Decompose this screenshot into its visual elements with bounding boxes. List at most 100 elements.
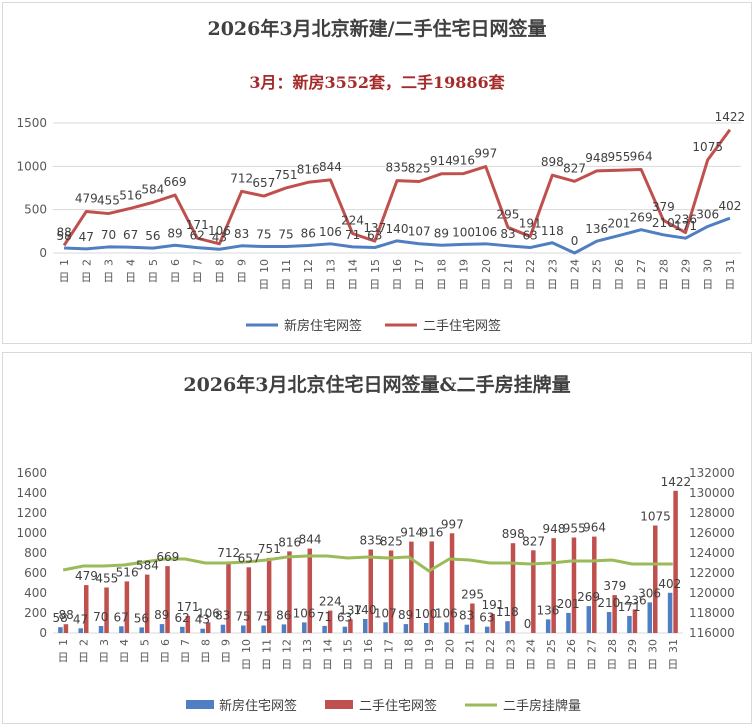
data-label-new: 210 — [597, 596, 620, 610]
svg-text:28: 28 — [657, 259, 670, 273]
y2-tick-label: 124000 — [689, 546, 735, 560]
x-tick-label: 5日 — [147, 259, 160, 284]
data-label-new: 56 — [145, 229, 160, 243]
x-tick-label: 27 日 — [635, 259, 648, 291]
bar-second — [185, 615, 191, 633]
legend-label-listing: 二手房挂牌量 — [503, 698, 581, 714]
svg-text:3: 3 — [98, 639, 111, 646]
data-label-new: 75 — [256, 610, 271, 624]
x-tick-label: 27 日 — [586, 639, 599, 671]
svg-text:日: 日 — [724, 278, 735, 291]
x-tick-label: 20 日 — [443, 639, 456, 671]
y2-tick-label: 126000 — [689, 526, 735, 540]
svg-text:日: 日 — [525, 658, 536, 671]
x-tick-label: 2日 — [80, 259, 93, 284]
bar-second — [144, 574, 150, 633]
data-label-second: 898 — [502, 527, 525, 541]
y2-tick-label: 130000 — [689, 486, 735, 500]
data-label-second: 948 — [585, 151, 608, 165]
bar-second — [592, 536, 597, 633]
data-label-new: 83 — [234, 227, 249, 241]
data-label-second: 751 — [258, 542, 281, 556]
data-label-new: 47 — [73, 612, 88, 626]
data-label-new: 107 — [408, 225, 431, 239]
svg-text:日: 日 — [436, 278, 447, 291]
data-label-second: 835 — [360, 534, 383, 548]
data-label-second: 669 — [164, 175, 187, 189]
svg-text:11: 11 — [260, 639, 273, 653]
svg-text:日: 日 — [383, 658, 394, 671]
bar-second — [490, 613, 495, 633]
data-label-new: 58 — [56, 229, 71, 243]
svg-text:日: 日 — [220, 651, 231, 664]
svg-text:10: 10 — [240, 639, 253, 653]
data-label-second: 191 — [481, 598, 504, 612]
bar-second — [266, 557, 272, 633]
svg-text:日: 日 — [658, 278, 669, 291]
svg-text:17: 17 — [413, 259, 426, 273]
data-label-new: 136 — [585, 222, 608, 236]
x-tick-label: 18 日 — [435, 259, 448, 291]
svg-text:日: 日 — [566, 658, 577, 671]
svg-text:日: 日 — [281, 658, 292, 671]
data-label-new: 0 — [524, 617, 532, 631]
x-tick-label: 20 日 — [480, 259, 493, 291]
y-tick-label: 1000 — [16, 526, 47, 540]
svg-text:日: 日 — [547, 278, 558, 291]
x-tick-label: 10 日 — [240, 639, 253, 671]
legend-swatch-second — [325, 700, 353, 709]
x-tick-label: 15 日 — [342, 639, 355, 671]
data-label-second: 827 — [563, 161, 586, 175]
bar-new — [159, 624, 165, 633]
svg-text:日: 日 — [281, 278, 292, 291]
data-label-second: 1075 — [692, 140, 723, 154]
svg-text:27: 27 — [586, 639, 599, 653]
svg-text:日: 日 — [241, 658, 252, 671]
svg-text:29: 29 — [680, 259, 693, 273]
x-tick-label: 22 日 — [524, 259, 537, 291]
svg-text:17: 17 — [382, 639, 395, 653]
svg-text:16: 16 — [391, 259, 404, 273]
bar-second — [246, 567, 252, 633]
data-label-second: 584 — [141, 182, 164, 196]
data-label-second: 844 — [319, 160, 342, 174]
bar-second — [83, 585, 89, 633]
legend-label-second: 二手住宅网签 — [423, 318, 501, 334]
data-label-second: 171 — [186, 218, 209, 232]
data-label-new: 106 — [435, 606, 458, 620]
data-label-new: 106 — [319, 225, 342, 239]
bar-new — [200, 628, 205, 633]
bar-new — [78, 628, 83, 633]
svg-text:日: 日 — [484, 658, 495, 671]
data-label-second: 1422 — [715, 110, 746, 124]
y-tick-label: 0 — [39, 246, 47, 260]
data-label-second: 914 — [400, 526, 423, 540]
svg-text:18: 18 — [403, 639, 416, 653]
data-label-second: 236 — [624, 593, 647, 607]
svg-text:日: 日 — [627, 658, 638, 671]
data-label-new: 67 — [113, 610, 128, 624]
svg-text:2: 2 — [77, 639, 90, 646]
svg-text:12: 12 — [302, 259, 315, 273]
bar-second — [205, 622, 211, 633]
svg-text:日: 日 — [125, 271, 136, 284]
data-label-new: 89 — [154, 608, 169, 622]
svg-text:日: 日 — [480, 278, 491, 291]
x-tick-label: 8日 — [199, 639, 212, 664]
bar-second — [307, 548, 313, 633]
data-label-second: 455 — [97, 194, 120, 208]
svg-text:日: 日 — [363, 658, 374, 671]
svg-text:7: 7 — [179, 639, 192, 646]
bar-new — [606, 612, 612, 633]
svg-text:4: 4 — [118, 639, 131, 646]
data-label-new: 100 — [415, 607, 438, 621]
data-label-second: 455 — [95, 572, 118, 586]
data-label-second: 964 — [583, 521, 606, 535]
svg-text:26: 26 — [565, 639, 578, 653]
signing-and-listing-combo-chart: 2026年3月北京住宅日网签量&二手房挂牌量 02004006008001000… — [16, 373, 735, 714]
svg-text:2: 2 — [80, 259, 93, 266]
svg-text:8: 8 — [213, 259, 226, 266]
chart2-title: 2026年3月北京住宅日网签量&二手房挂牌量 — [183, 373, 570, 396]
bar-new — [444, 622, 449, 633]
y-tick-label: 600 — [24, 566, 47, 580]
